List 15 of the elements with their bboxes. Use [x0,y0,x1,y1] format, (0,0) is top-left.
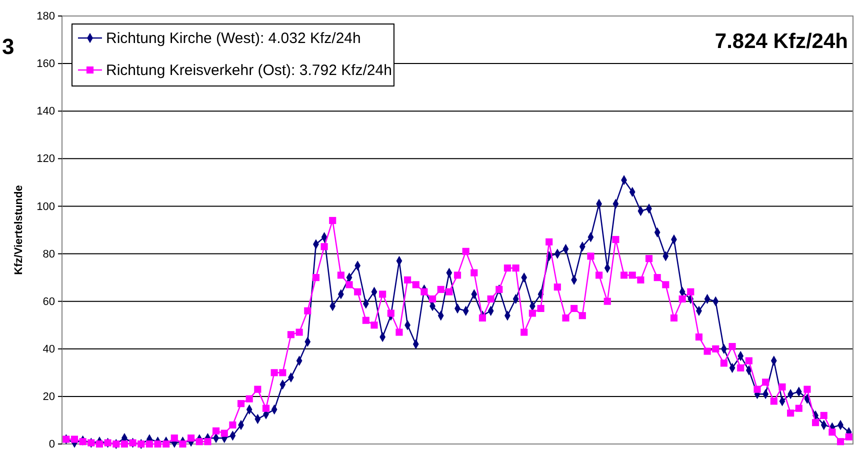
legend-label: Richtung Kreisverkehr (Ost): 3.792 Kfz/24h [106,62,392,79]
y-tick-label: 0 [48,438,55,451]
y-tick-label: 160 [36,58,55,70]
y-axis-title: Kfz/Viertelstunde [13,185,25,275]
y-tick-label: 100 [36,200,55,213]
y-tick-label: 180 [36,10,55,23]
y-tick-label: 120 [36,153,55,166]
y-tick-label: 20 [42,390,55,403]
y-tick-label: 140 [36,106,55,118]
text: 3 [2,34,14,59]
y-tick-label: 60 [42,296,55,308]
y-tick-label: 80 [42,248,55,260]
annotation: 7.824 Kfz/24h [714,30,848,53]
y-tick-label: 40 [42,343,55,356]
legend-label: Richtung Kirche (West): 4.032 Kfz/24h [106,30,361,47]
